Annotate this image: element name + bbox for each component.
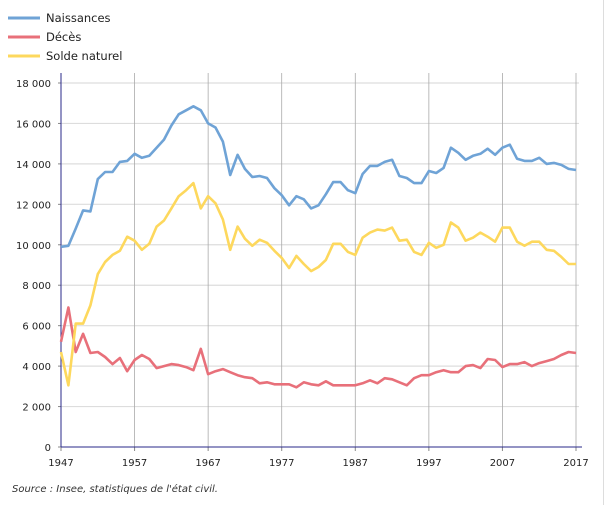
y-tick-label: 4 000 xyxy=(22,362,51,373)
x-tick-label: 1997 xyxy=(416,458,441,469)
source-note: Source : Insee, statistiques de l'état c… xyxy=(12,484,218,495)
y-tick-label: 0 xyxy=(45,443,51,454)
y-tick-label: 8 000 xyxy=(22,281,51,292)
y-tick-label: 12 000 xyxy=(16,200,51,211)
x-tick-label: 1967 xyxy=(195,458,220,469)
x-tick-label: 1957 xyxy=(122,458,147,469)
y-tick-label: 16 000 xyxy=(16,119,51,130)
series-line-solde-naturel xyxy=(59,181,576,387)
x-tick-label: 1987 xyxy=(343,458,368,469)
series-line-d-c-s xyxy=(59,306,577,389)
y-tick-label: 14 000 xyxy=(16,160,51,171)
legend-label: Naissances xyxy=(46,11,111,25)
x-tick-label: 1977 xyxy=(269,458,294,469)
legend-label: Solde naturel xyxy=(46,49,122,63)
x-tick-label: 2007 xyxy=(490,458,515,469)
y-tick-label: 6 000 xyxy=(22,322,51,333)
legend-label: Décès xyxy=(46,30,81,44)
y-tick-label: 2 000 xyxy=(22,403,51,414)
series-line-naissances xyxy=(60,105,577,249)
y-tick-label: 10 000 xyxy=(16,241,51,252)
y-tick-label: 18 000 xyxy=(16,79,51,90)
x-tick-label: 2017 xyxy=(563,458,588,469)
x-tick-label: 1947 xyxy=(48,458,73,469)
